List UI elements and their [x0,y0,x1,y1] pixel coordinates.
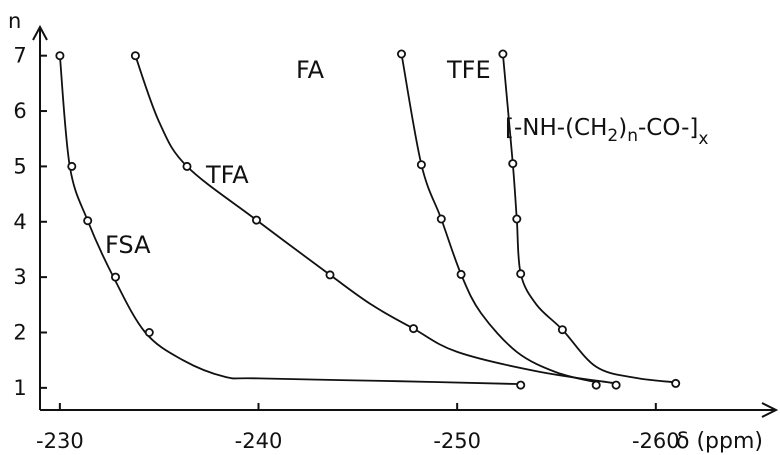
series-line-fsa [60,56,517,384]
y-tick-label: 7 [13,44,26,68]
data-point-tfa-1 [410,325,417,332]
series-labels: FSA TFA FA TFE [105,56,491,259]
series-line-tfe [503,54,676,382]
y-tick-label: 1 [13,376,26,400]
data-point-fa-3 [418,161,425,168]
x-axis-label: δ (ppm) [676,429,763,454]
formula-label: [-NH-(CH2)n-CO-]x [505,115,708,149]
x-tick-label: -260 [632,429,680,453]
x-tick-label: -240 [235,429,283,453]
series-label-tfa: TFA [205,161,249,189]
data-point-fsa-5 [56,52,63,59]
y-tick-label: 4 [13,210,26,234]
data-point-tfa-5 [132,52,139,59]
formula-main: [-NH-(CH [505,115,607,141]
data-point-fa-1 [458,271,465,278]
data-point-fsa-2 [112,274,119,281]
data-point-fsa-4 [68,163,75,170]
formula-tail: -CO-] [638,115,698,141]
data-point-fsa-3 [84,217,91,224]
data-point-tfa-4 [183,163,190,170]
y-axis-label: n [8,9,21,33]
data-point-fa-2 [438,215,445,222]
series-line-tfa [135,56,616,384]
data-point-fa-4 [398,50,405,57]
formula-sub-x: x [698,129,708,149]
data-point-tfe-4 [509,160,516,167]
data-point-fa-0 [593,382,600,389]
series-label-tfe: TFE [446,56,491,84]
data-point-fsa-0 [517,382,524,389]
y-tick-label: 2 [13,320,26,344]
y-tick-label: 6 [13,99,26,123]
series-label-fa: FA [296,56,325,84]
data-point-tfa-2 [326,271,333,278]
y-tick-label: 3 [13,265,26,289]
data-point-tfa-0 [613,382,620,389]
formula-sub-2: 2 [607,126,618,146]
y-ticks: 1 2 3 4 5 6 7 [13,44,47,400]
data-point-fsa-1 [146,329,153,336]
formula-mid: ) [618,115,627,141]
series-line-fa [402,54,597,382]
data-point-tfe-5 [499,50,506,57]
x-tick-label: -250 [433,429,481,453]
data-point-tfe-0 [672,380,679,387]
data-point-tfe-1 [559,326,566,333]
data-point-tfe-3 [513,215,520,222]
series-label-fsa: FSA [105,231,151,259]
formula-sub-n: n [627,126,638,146]
data-point-tfe-2 [517,270,524,277]
y-tick-label: 5 [13,154,26,178]
x-tick-label: -230 [36,429,84,453]
data-point-tfa-3 [253,217,260,224]
